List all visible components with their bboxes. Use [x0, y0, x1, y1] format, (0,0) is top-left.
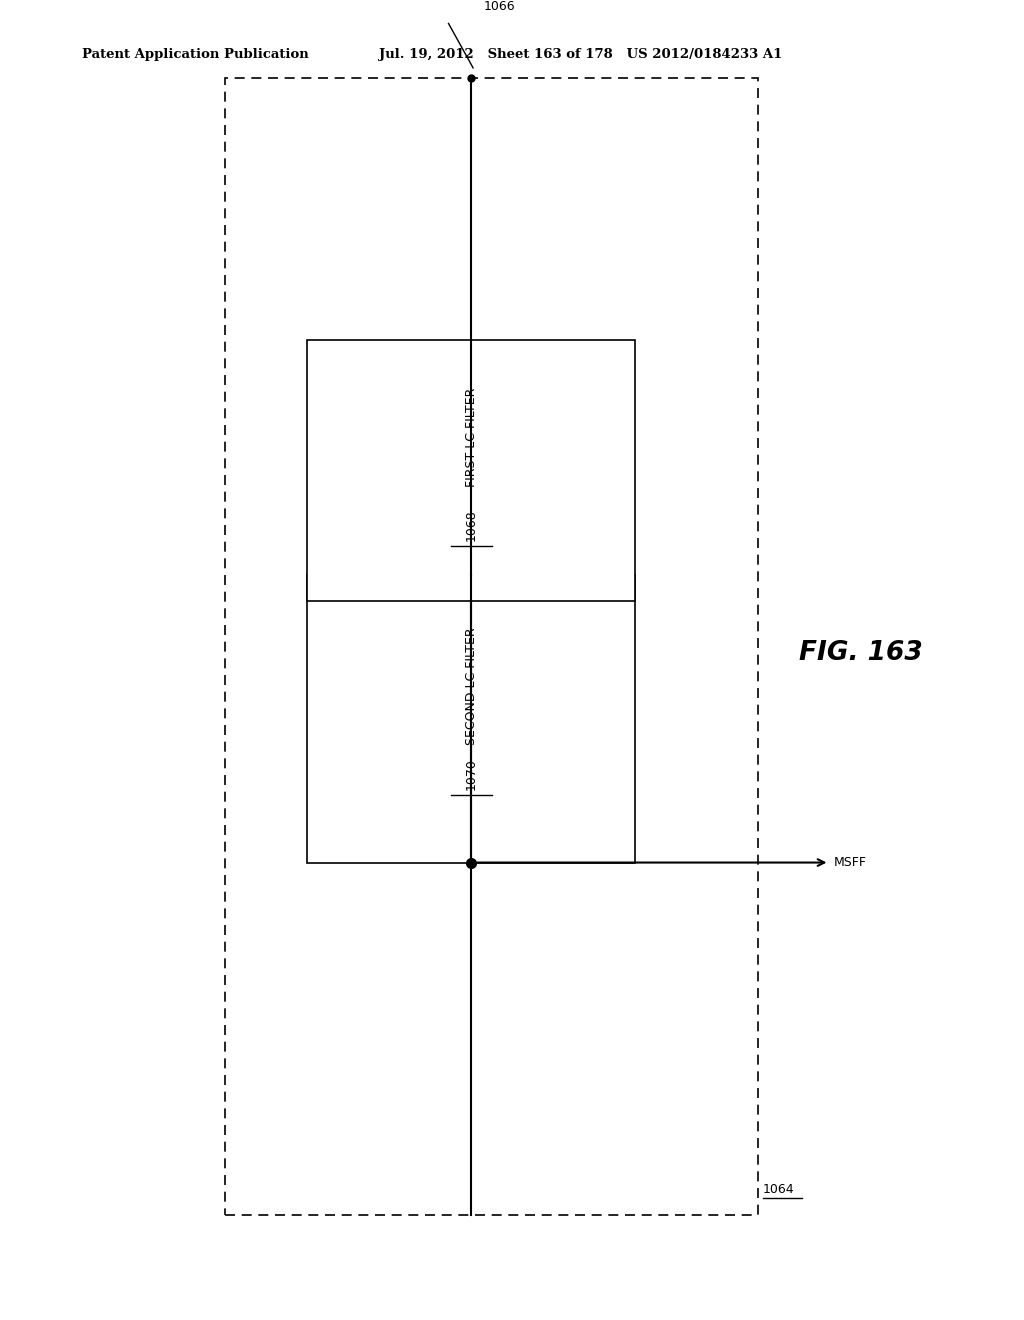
Bar [307, 339, 635, 601]
Text: SECOND LC FILTER: SECOND LC FILTER [465, 627, 477, 744]
Text: 1070: 1070 [465, 758, 477, 789]
Text: 1064: 1064 [763, 1183, 795, 1196]
Bar [225, 78, 758, 1216]
Text: Jul. 19, 2012   Sheet 163 of 178   US 2012/0184233 A1: Jul. 19, 2012 Sheet 163 of 178 US 2012/0… [379, 49, 782, 61]
Text: FIRST LC FILTER: FIRST LC FILTER [465, 388, 477, 487]
Text: FIG. 163: FIG. 163 [799, 640, 923, 667]
Text: Patent Application Publication: Patent Application Publication [82, 49, 308, 61]
Text: 1066: 1066 [483, 0, 515, 13]
Text: MSFF: MSFF [834, 857, 866, 869]
Text: 1068: 1068 [465, 510, 477, 541]
Bar [307, 576, 635, 862]
